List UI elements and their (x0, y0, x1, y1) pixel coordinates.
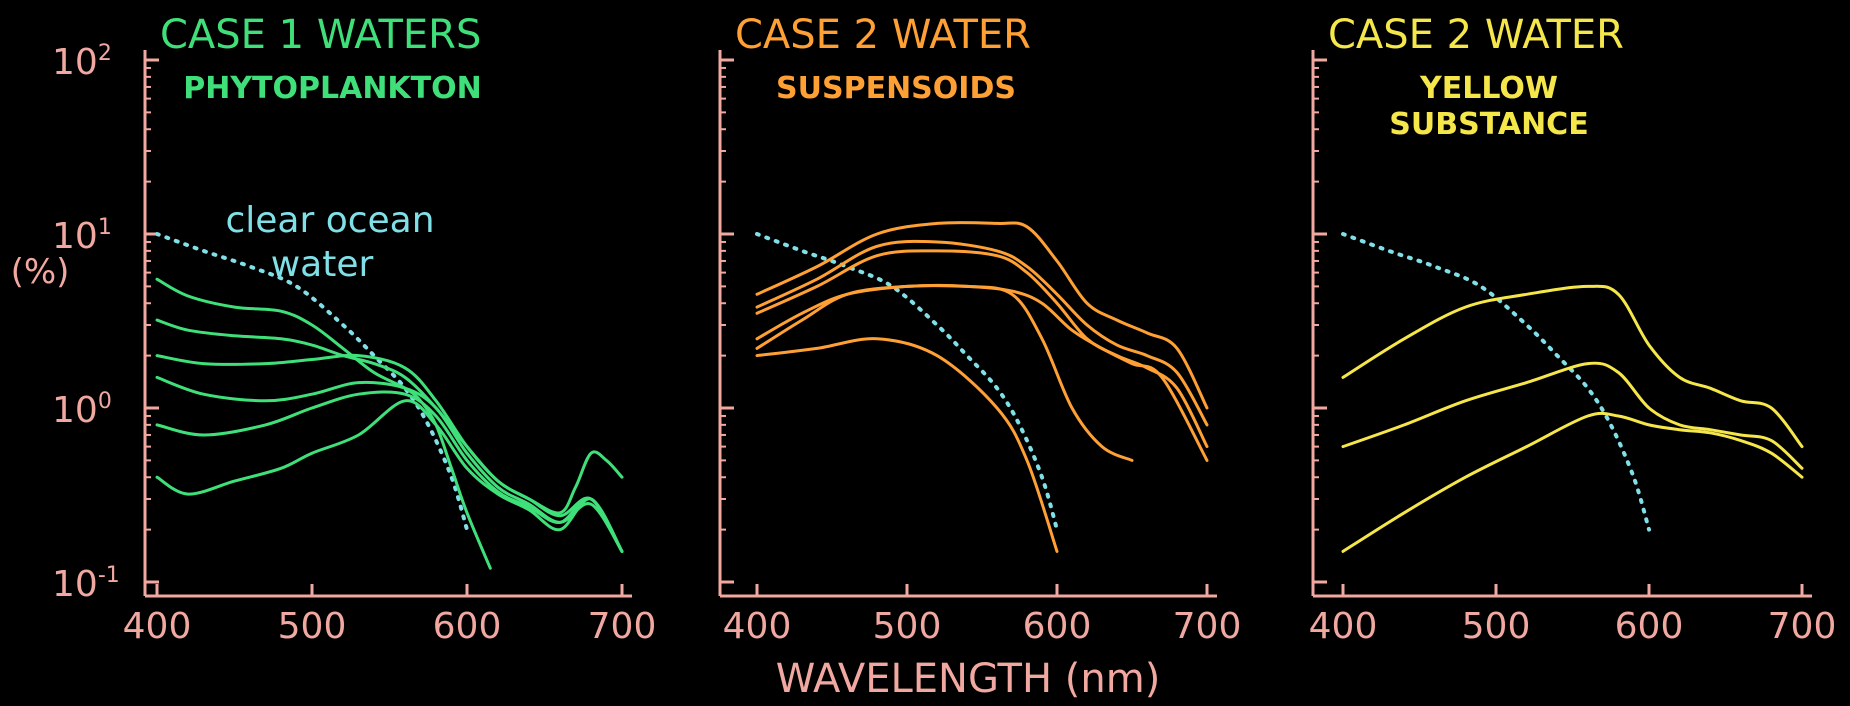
panel-subtitle: YELLOW (1419, 71, 1558, 106)
x-tick-label: 400 (723, 606, 792, 647)
y-tick-label: 10-1 (52, 563, 120, 605)
series-line-5 (755, 337, 1059, 553)
panel-title: CASE 1 WATERS (160, 12, 481, 58)
series-line-5 (155, 390, 624, 553)
x-tick-label: 400 (123, 606, 192, 647)
series-line-3 (155, 353, 624, 553)
series-line-2 (755, 239, 1209, 427)
x-tick-label: 600 (433, 606, 502, 647)
series-line-6 (155, 399, 624, 553)
x-tick-label: 500 (1462, 606, 1531, 647)
chart-panel-1: 400 500 600 700 CASE 1 WATERS PHYTOPLANKTON 10… (52, 12, 656, 647)
panel-title: CASE 2 WATER (1328, 12, 1624, 58)
y-axis-label: (%) (11, 252, 70, 292)
clear-ocean-annotation: water (271, 244, 374, 285)
panel-subtitle: PHYTOPLANKTON (183, 71, 482, 106)
x-tick-label: 700 (1768, 606, 1837, 647)
panel-title: CASE 2 WATER (735, 12, 1031, 58)
x-tick-label: 500 (873, 606, 942, 647)
series-line-3 (755, 249, 1209, 449)
series-line-4 (755, 283, 1134, 462)
clear-ocean-water-curve (155, 232, 469, 532)
y-tick-label: 101 (52, 215, 112, 257)
x-tick-label: 700 (1173, 606, 1242, 647)
y-tick-label: 100 (52, 389, 112, 431)
series-line-3 (1341, 411, 1804, 553)
x-tick-label: 700 (588, 606, 657, 647)
clear-ocean-water-curve (755, 232, 1059, 532)
chart-panel-2: 400 500 600 700 CASE 2 WATER SUSPENSOIDS (718, 12, 1242, 647)
series-line-2 (1341, 361, 1804, 470)
clear-ocean-water-curve (1341, 232, 1651, 532)
series-line-6 (755, 284, 1209, 462)
series-line-1 (1341, 284, 1804, 449)
x-axis-label: WAVELENGTH (nm) (776, 656, 1161, 702)
panel-subtitle: SUSPENSOIDS (776, 71, 1016, 106)
panel-subtitle: SUBSTANCE (1389, 107, 1588, 142)
x-tick-label: 600 (1023, 606, 1092, 647)
series-line-1 (755, 221, 1209, 410)
x-tick-label: 600 (1615, 606, 1684, 647)
series-line-1 (155, 277, 492, 570)
series-line-4 (155, 375, 624, 553)
clear-ocean-annotation: clear ocean (225, 200, 434, 241)
x-tick-label: 500 (278, 606, 347, 647)
y-tick-label: 102 (52, 41, 112, 83)
x-tick-label: 400 (1309, 606, 1378, 647)
